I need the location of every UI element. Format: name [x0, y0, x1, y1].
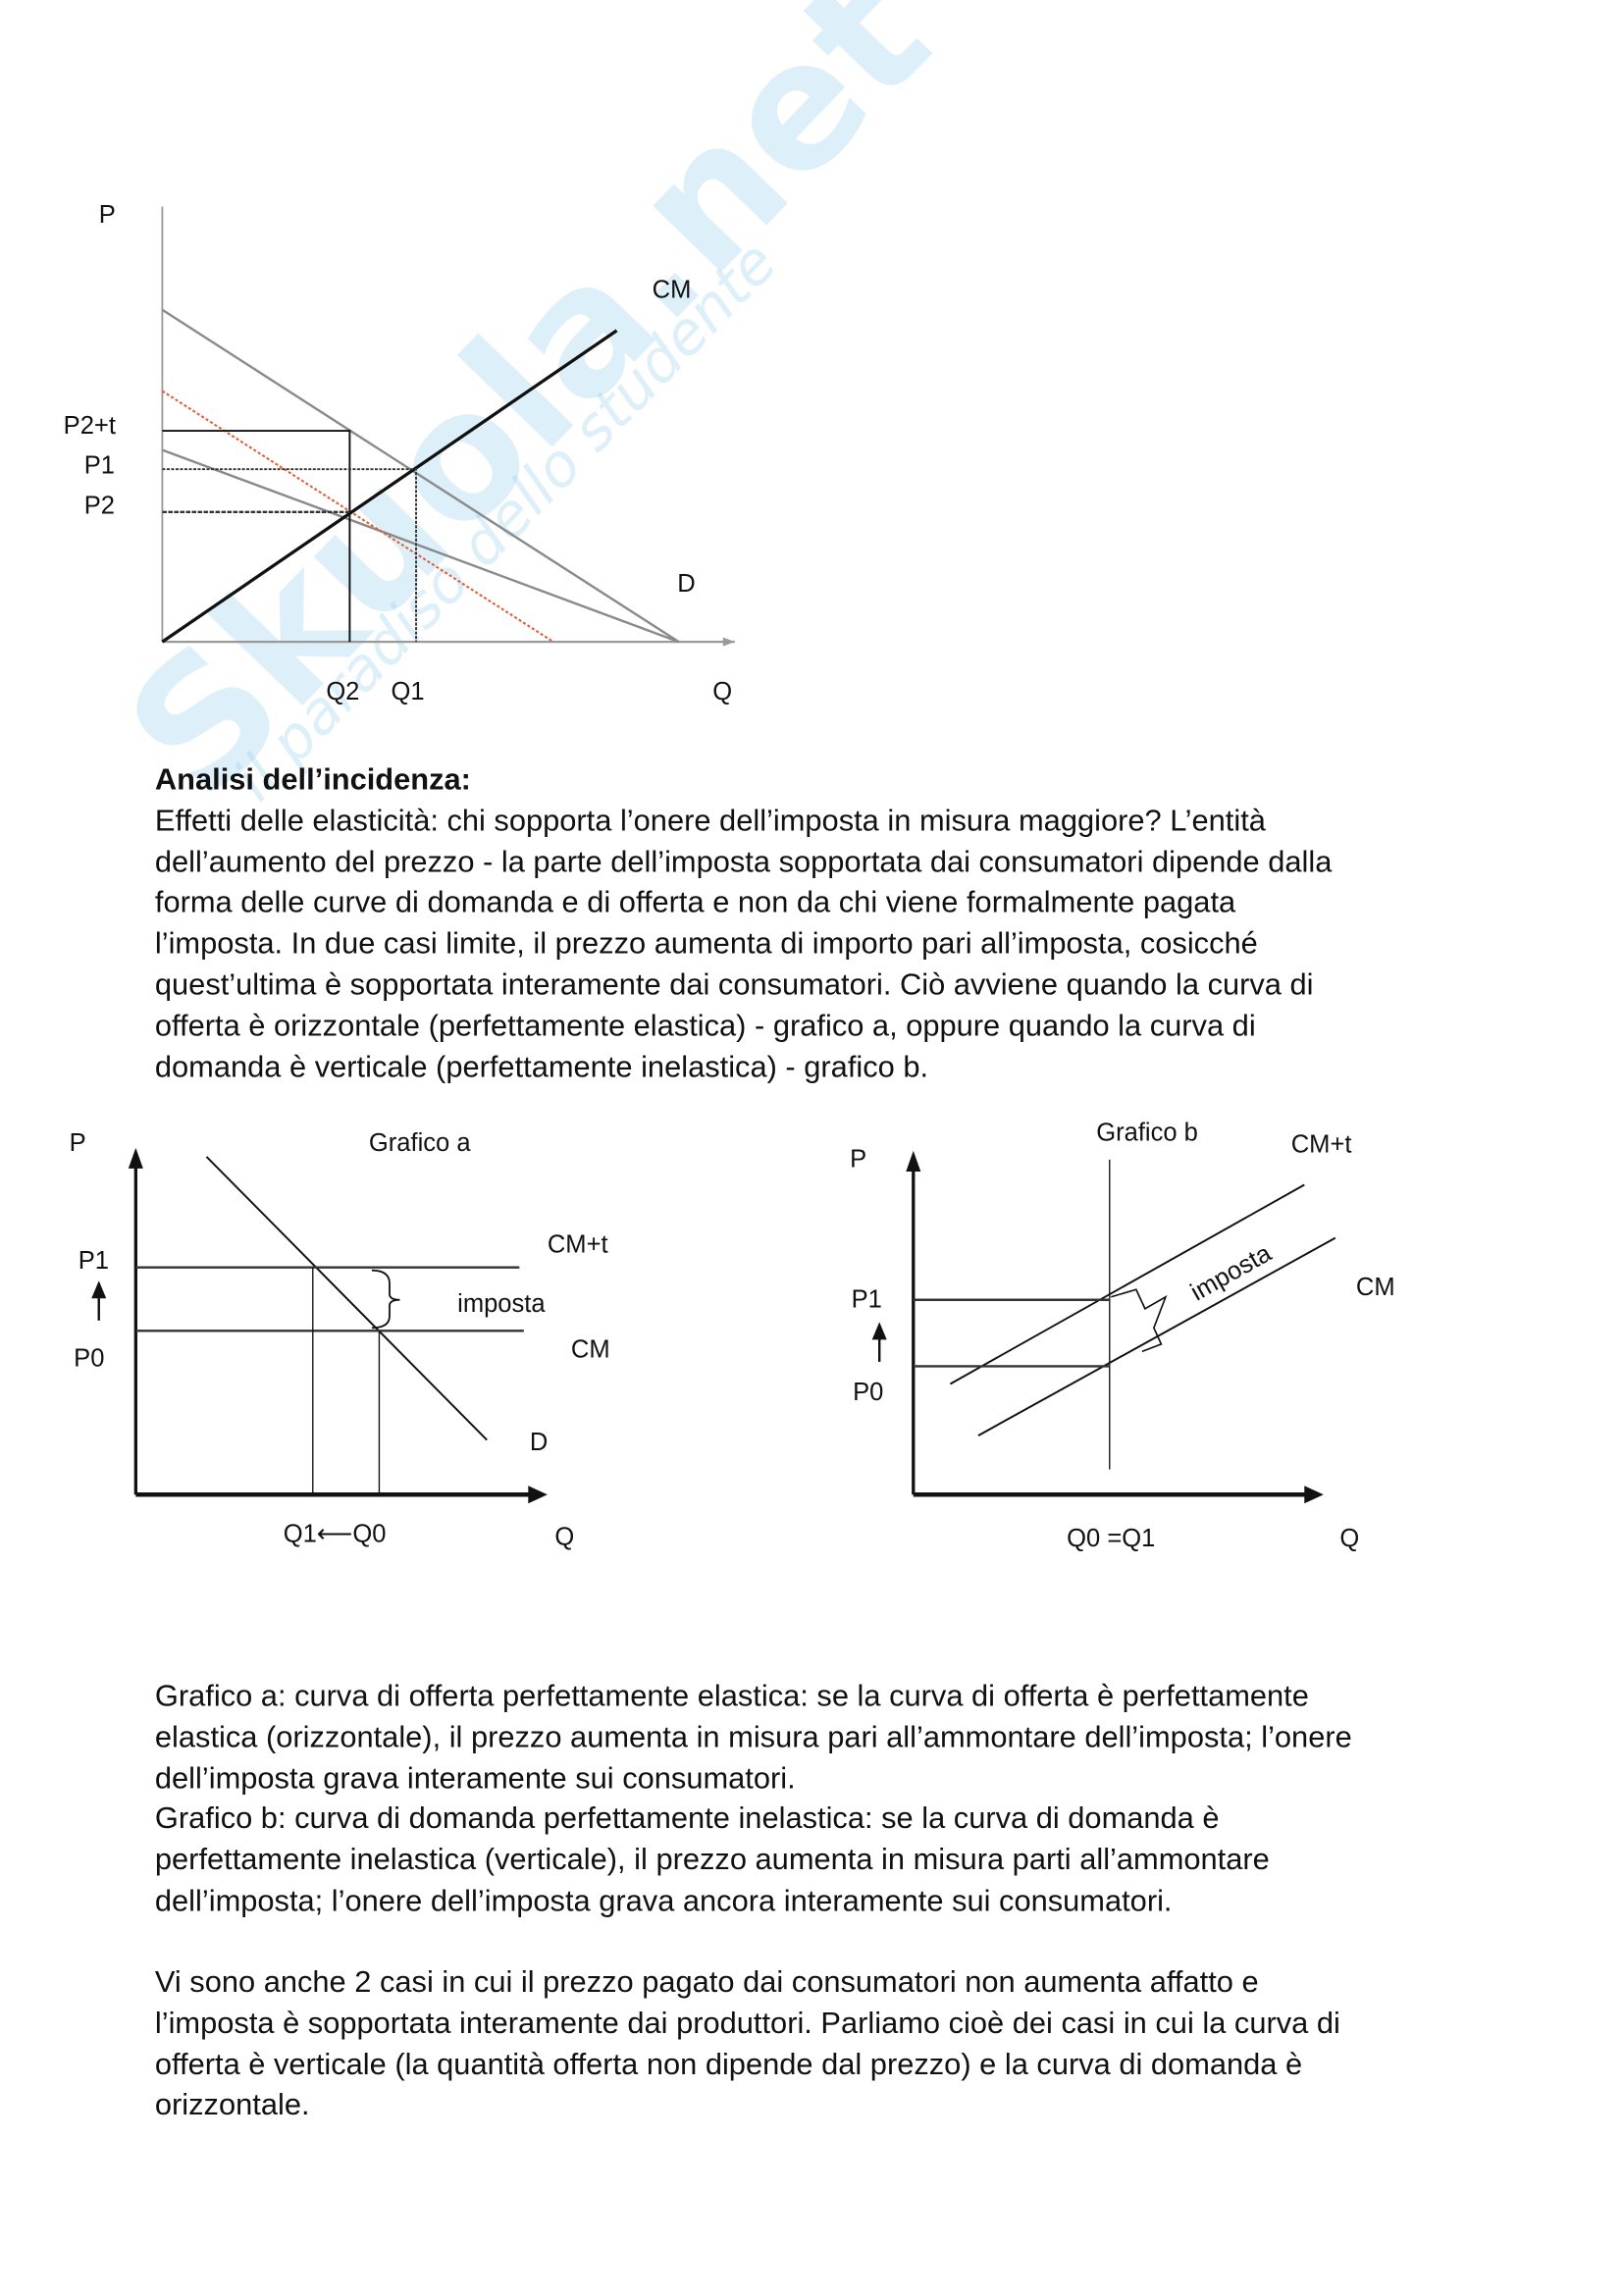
- label-d: D: [677, 570, 695, 598]
- chart-supply-demand-tax: P CM P2+t P1 P2 D Q2 Q1 Q: [64, 201, 735, 705]
- para2-line: Grafico b: curva di domanda perfettament…: [154, 1801, 1220, 1837]
- label-imposta: imposta: [457, 1290, 546, 1318]
- para2-line: dell’imposta grava interamente sui consu…: [154, 1760, 796, 1796]
- analysis-section: Analisi dell’incidenza: Effetti delle el…: [155, 759, 1333, 1087]
- cm-plus-t-curve: [949, 1183, 1305, 1385]
- label-cm: CM: [1356, 1274, 1395, 1301]
- para2-line: Grafico a: curva di offerta perfettament…: [154, 1679, 1309, 1713]
- label-cm-plus-t: CM+t: [548, 1231, 608, 1259]
- label-p: P: [70, 1129, 86, 1157]
- demand-curve: [161, 308, 680, 644]
- cm-curve: [977, 1236, 1336, 1436]
- demand-curve-flat: [161, 448, 680, 644]
- label-d: D: [530, 1429, 548, 1456]
- label-p: P: [850, 1145, 866, 1173]
- y-axis-arrow: [128, 1147, 143, 1169]
- x-axis-arrow: [528, 1486, 548, 1504]
- demand-curve: [205, 1156, 488, 1441]
- chart-title: Grafico b: [1096, 1119, 1198, 1146]
- label-p0: P0: [74, 1344, 104, 1372]
- para3-line: l’imposta è sopportata interamente dai p…: [154, 2006, 1340, 2041]
- para1-line: offerta è orizzontale (perfettamente ela…: [154, 1009, 1256, 1043]
- label-q2: Q2: [326, 678, 359, 705]
- label-p1: P1: [79, 1247, 109, 1275]
- section-heading: Analisi dell’incidenza:: [154, 762, 471, 797]
- para1-line: domanda è verticale (perfettamente inela…: [154, 1050, 929, 1084]
- x-axis-arrow: [1304, 1486, 1324, 1504]
- chart-grafico-a: P Grafico a CM+t imposta CM D P1 P0 Q1⟵Q…: [70, 1129, 610, 1550]
- label-cm: CM: [571, 1335, 610, 1363]
- para2-line: elastica (orizzontale), il prezzo aument…: [154, 1720, 1352, 1754]
- label-p: P: [99, 201, 116, 229]
- paragraph-casi-produttori: Vi sono anche 2 casi in cui il prezzo pa…: [155, 1962, 1340, 2126]
- para1-line: Effetti delle elasticità: chi sopporta l…: [154, 804, 1266, 838]
- label-cm-plus-t: CM+t: [1291, 1130, 1352, 1158]
- x-axis-arrow: [722, 637, 735, 647]
- para2-line: perfettamente inelastica (verticale), il…: [154, 1843, 1270, 1877]
- para1-line: forma delle curve di domanda e di offert…: [154, 885, 1236, 920]
- label-q: Q: [712, 678, 732, 705]
- p2t-guide: [162, 430, 351, 643]
- label-q: Q: [554, 1523, 574, 1550]
- para1-line: quest’ultima è sopportata interamente da…: [154, 967, 1314, 1002]
- label-q0-q1: Q0 =Q1: [1067, 1525, 1155, 1552]
- label-p0: P0: [853, 1379, 883, 1406]
- brace-icon: [371, 1269, 400, 1330]
- chart-title: Grafico a: [369, 1129, 471, 1157]
- label-p1: P1: [84, 452, 115, 480]
- arrow-up-icon: [91, 1280, 107, 1299]
- label-q1: Q1: [391, 678, 424, 705]
- label-q1-q0: Q1⟵Q0: [284, 1520, 387, 1547]
- paragraph-grafici: Grafico a: curva di offerta perfettament…: [155, 1676, 1352, 1922]
- label-p2: P2: [84, 492, 115, 519]
- label-p1: P1: [852, 1285, 882, 1313]
- para3-line: Vi sono anche 2 casi in cui il prezzo pa…: [154, 1964, 1259, 2000]
- y-axis-arrow: [906, 1150, 921, 1172]
- para3-line: offerta è verticale (la quantità offerta…: [154, 2047, 1303, 2082]
- p1-guide: [162, 468, 418, 643]
- supply-curve-cm: [161, 329, 618, 644]
- arrow-up-icon: [871, 1322, 887, 1340]
- chart-grafico-b: Grafico b CM+t P imposta CM P1 P0 Q0 =Q1…: [850, 1119, 1395, 1552]
- brace-icon: [1111, 1288, 1168, 1353]
- para2-line: dell’imposta; l’onere dell’imposta grava…: [154, 1884, 1173, 1918]
- label-p2t: P2+t: [64, 412, 116, 440]
- para3-line: orizzontale.: [154, 2088, 310, 2122]
- para1-line: l’imposta. In due casi limite, il prezzo…: [154, 926, 1258, 962]
- para1-line: dell’aumento del prezzo - la parte dell’…: [154, 845, 1333, 879]
- label-q: Q: [1339, 1525, 1359, 1552]
- label-cm: CM: [653, 277, 692, 304]
